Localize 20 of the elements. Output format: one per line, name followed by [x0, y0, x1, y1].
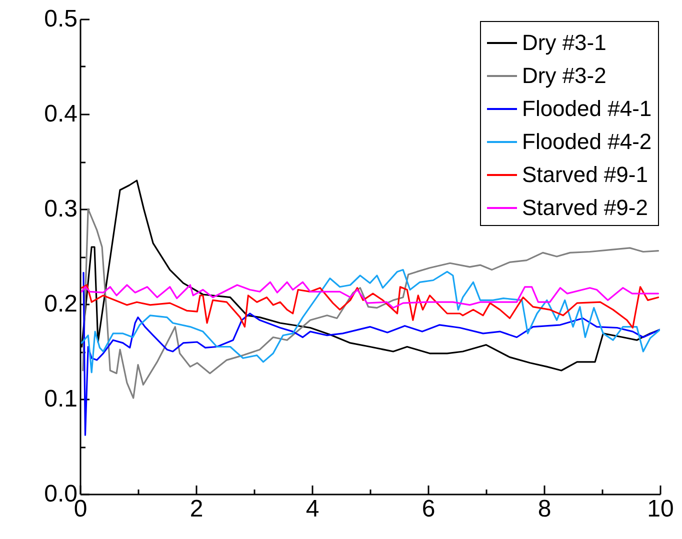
y-tick-label: 0.4 — [44, 100, 78, 128]
y-tick-label: 0.5 — [44, 6, 78, 32]
x-tick-label: 6 — [422, 496, 436, 522]
line-series — [80, 269, 660, 374]
line-series — [80, 284, 660, 329]
y-tick-label: 0.2 — [44, 290, 78, 318]
line-series — [80, 281, 660, 309]
legend-label: Starved #9-2 — [522, 195, 648, 220]
x-tick-label: 2 — [190, 496, 204, 522]
y-tick-label: 0.1 — [44, 386, 78, 412]
x-tick-label: 8 — [538, 496, 552, 522]
legend-label: Dry #3-2 — [522, 63, 606, 88]
legend-label: Flooded #4-2 — [522, 129, 652, 154]
line-series — [82, 272, 660, 436]
legend-label: Starved #9-1 — [522, 162, 648, 187]
x-tick-label: 10 — [647, 496, 674, 522]
x-tick-label: 4 — [306, 496, 320, 522]
legend-label: Flooded #4-1 — [522, 96, 652, 121]
legend-label: Dry #3-1 — [522, 30, 606, 55]
y-tick-label: 0.3 — [44, 196, 78, 222]
